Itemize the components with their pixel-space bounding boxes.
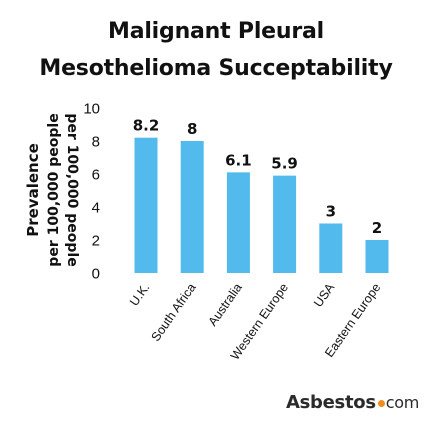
bar [134,137,158,273]
brand-name: Asbestos [286,392,376,413]
bar-value-label: 8.2 [133,117,160,135]
asbestos-com-logo: Asbestos com [286,392,419,413]
y-tick-label: 2 [92,233,100,250]
y-axis-label-mirrored: per 100,000 people [64,113,80,266]
y-axis-label-line-1: Prevalence [24,143,42,237]
chart-title-line-2: Mesothelioma Succeptability [39,56,393,81]
y-axis-label-line-2: per 100,000 people [46,113,62,266]
x-tick-label: Australia [205,281,244,329]
brand-dot-icon [377,400,385,407]
x-tick-label: USA [311,280,338,310]
x-tick-label: South Africa [149,281,199,344]
y-tick-label: 6 [92,167,100,184]
chart-title-line-1: Malignant Pleural [108,19,324,44]
x-tick-label: U.K. [127,281,152,309]
bar [365,240,389,273]
bar-value-label: 5.9 [271,155,298,173]
bar-value-label: 8 [187,120,197,138]
y-tick-label: 8 [92,134,100,151]
y-axis-ticks: 0 2 4 6 8 10 [83,101,100,283]
bar-value-label: 6.1 [225,151,252,169]
bar-value-label: 3 [326,203,336,221]
bar-value-label: 2 [372,219,382,237]
value-labels: 8.2 8 6.1 5.9 3 2 [133,117,383,237]
y-tick-label: 0 [92,266,100,283]
brand-tld: com [385,393,420,412]
y-axis-label: Prevalence per 100,000 people per 100,000 … [24,113,80,266]
bar [273,175,297,273]
bars [134,137,389,273]
bar [319,223,343,273]
bar [180,141,204,273]
bar [226,172,250,273]
y-tick-label: 4 [92,200,100,217]
y-tick-label: 10 [83,101,100,118]
